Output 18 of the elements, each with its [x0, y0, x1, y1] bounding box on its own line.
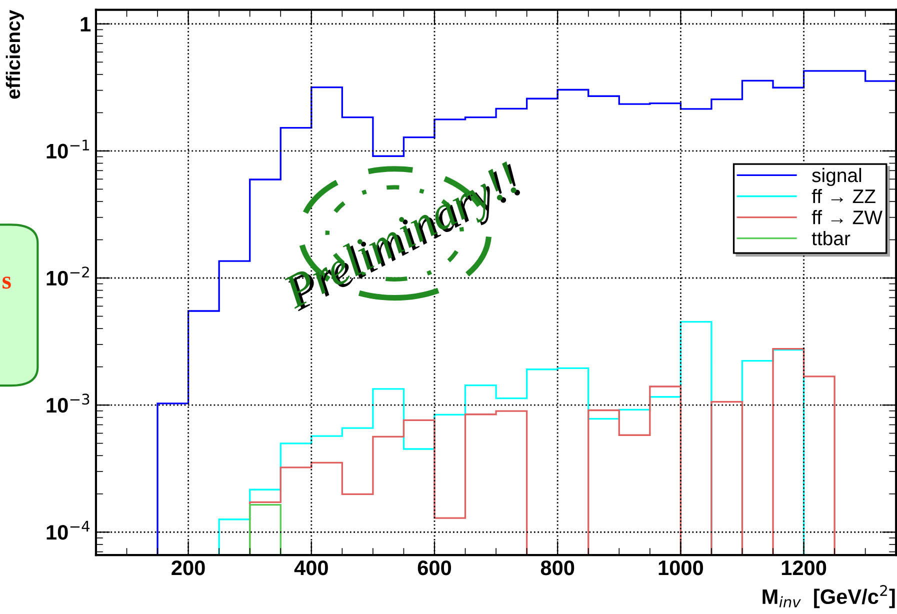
x-tick-label: 800 [540, 560, 574, 576]
x-tick-label: 400 [294, 560, 328, 576]
legend-label: signal [812, 168, 862, 186]
text: s [2, 276, 11, 289]
legend-label: ff → ZW [812, 210, 882, 224]
legend-label: ff → ZZ [812, 188, 876, 204]
y-tick-label: 10$^{−1}$ [46, 140, 90, 159]
y-tick-label: 10$^{−4}$ [46, 520, 90, 540]
y-tick-label: 1 [80, 17, 91, 32]
y-tick-label: 10$^{−2}$ [46, 266, 89, 286]
x-axis-title: M$_{inv}$ [GeV/c$^{2}$] [762, 585, 895, 608]
x-tick-label: 1200 [782, 560, 826, 576]
legend-label: ttbar [812, 231, 850, 246]
y-axis-title: efficiency [6, 10, 24, 99]
y-tick-label: 10$^{−3}$ [46, 394, 90, 413]
x-tick-label: 200 [172, 560, 205, 576]
x-tick-label: 1000 [658, 560, 704, 576]
x-tick-label: 600 [418, 560, 452, 576]
